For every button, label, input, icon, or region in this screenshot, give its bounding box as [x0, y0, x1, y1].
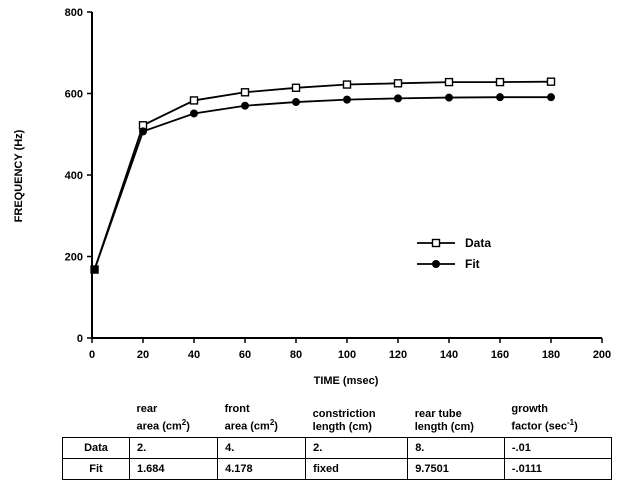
x-tick-label: 160 [491, 349, 509, 361]
data-point-fit [139, 127, 147, 136]
table-cell: 2. [305, 436, 409, 459]
table-cell: fixed [305, 457, 409, 480]
data-point-fit [241, 101, 249, 110]
y-tick-label: 800 [65, 7, 83, 19]
data-point-fit [496, 93, 504, 102]
data-point-fit [445, 93, 453, 102]
header-line1: rear tube [414, 407, 462, 420]
table-cell: 8. [407, 436, 505, 459]
data-point-data [546, 77, 556, 86]
data-point-fit [394, 94, 402, 103]
series-line-fit [93, 96, 551, 270]
table-row-data: Data 2. 4. 2. 8. -.01 [62, 436, 613, 459]
table-cell: 4.178 [217, 457, 307, 480]
header-line2: area (cm [224, 420, 270, 433]
legend-data-marker [431, 238, 441, 248]
data-point-data [342, 80, 352, 89]
table-row-fit: Fit 1.684 4.178 fixed 9.7501 -.0111 [62, 457, 613, 480]
header-rear-tube-length: rear tube length (cm) [408, 403, 505, 437]
data-point-fit [343, 95, 351, 104]
header-constriction-length: constriction length (cm) [306, 403, 408, 437]
legend-fit-label: Fit [465, 257, 480, 271]
data-point-fit [547, 93, 555, 102]
header-line2: length (cm) [312, 420, 372, 433]
x-tick-label: 40 [188, 349, 200, 361]
x-tick-label: 80 [290, 349, 302, 361]
x-tick-label: 140 [440, 349, 458, 361]
table-cell: 1.684 [128, 457, 219, 480]
series-line-data [93, 80, 552, 270]
x-axis-title: TIME (msec) [314, 375, 379, 387]
table-cell: 4. [217, 436, 307, 459]
legend-data-label: Data [465, 236, 491, 250]
header-line2: length (cm) [414, 420, 474, 433]
header-sup: -1 [567, 418, 575, 427]
data-point-fit [90, 265, 99, 274]
y-tick-label: 200 [65, 252, 83, 264]
header-tail: ) [186, 420, 190, 433]
data-point-data [495, 77, 505, 87]
data-point-data [393, 79, 403, 88]
frequency-time-chart: 0 20 40 60 80 100 120 140 160 180 200 0 200 400 600 800… [13, 7, 611, 387]
header-line2: area (cm [136, 420, 182, 433]
table-cell: 2. [128, 436, 219, 459]
header-tail: ) [274, 420, 278, 433]
x-tick-label: 180 [542, 349, 560, 361]
y-tick-label: 600 [65, 89, 83, 101]
parameter-table: rear area (cm2) front area (cm2) constrict… [62, 403, 613, 480]
x-tick-label: 100 [338, 349, 356, 361]
header-line1: constriction [312, 407, 376, 420]
legend: Data Fit [417, 236, 491, 271]
data-point-data [240, 88, 250, 97]
data-point-data [189, 96, 199, 105]
x-tick-label: 20 [137, 349, 149, 361]
data-point-data [291, 83, 301, 92]
row-label: Data [62, 436, 130, 459]
x-tick-label: 200 [593, 349, 611, 361]
header-line1: growth [511, 403, 549, 415]
row-label: Fit [62, 457, 130, 480]
data-point-fit [190, 109, 198, 118]
table-cell: 9.7501 [407, 457, 505, 480]
y-axis-title: FREQUENCY (Hz) [13, 129, 25, 222]
x-tick-label: 60 [239, 349, 251, 361]
data-point-data [444, 77, 454, 87]
legend-fit-marker [432, 260, 440, 268]
header-growth-factor: growth factor (sec-1) [504, 403, 611, 437]
header-line1: front [224, 403, 250, 415]
header-front-area: front area (cm2) [218, 403, 306, 437]
table-corner [63, 403, 130, 437]
header-rear-area: rear area (cm2) [130, 403, 218, 437]
header-line1: rear [136, 403, 158, 415]
data-point-fit [292, 98, 300, 107]
header-tail: ) [574, 420, 578, 433]
table-cell: -.0111 [503, 457, 613, 480]
header-line2: factor (sec [511, 420, 567, 433]
table-cell: -.01 [503, 436, 613, 459]
x-tick-label: 0 [89, 349, 95, 361]
y-tick-label: 0 [77, 333, 83, 345]
y-tick-label: 400 [65, 170, 83, 182]
header-sup: 2 [181, 418, 187, 427]
parameter-table-header: rear area (cm2) front area (cm2) constrict… [63, 403, 612, 437]
x-tick-label: 120 [389, 349, 407, 361]
header-sup: 2 [269, 418, 275, 427]
